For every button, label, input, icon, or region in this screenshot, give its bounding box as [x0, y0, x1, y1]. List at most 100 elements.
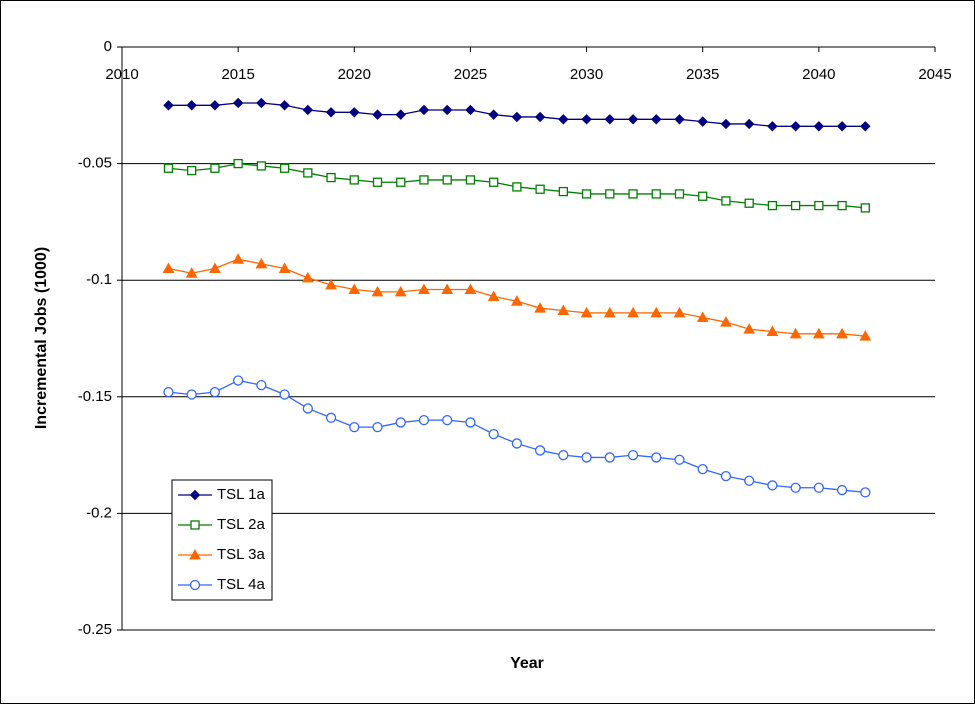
marker — [302, 104, 314, 116]
x-tick-label: 2035 — [686, 66, 719, 83]
marker — [767, 121, 778, 132]
marker — [372, 109, 383, 120]
y-tick-label: -0.05 — [78, 155, 112, 172]
marker — [418, 283, 430, 295]
marker — [581, 189, 592, 199]
marker — [279, 100, 290, 111]
marker — [860, 203, 870, 213]
legend-label: TSL 3a — [217, 546, 265, 563]
marker — [325, 107, 337, 118]
marker — [489, 177, 499, 187]
marker — [813, 121, 825, 132]
marker — [256, 161, 267, 171]
marker — [488, 109, 499, 120]
x-tick-label: 2020 — [338, 66, 371, 83]
marker — [511, 438, 523, 449]
legend: TSL 1a TSL 2a TSL 3a TSL 4a — [171, 479, 273, 601]
marker — [605, 189, 615, 199]
marker — [767, 200, 778, 211]
marker — [720, 118, 732, 130]
marker — [488, 428, 499, 440]
marker — [790, 121, 801, 132]
marker — [163, 386, 174, 398]
y-tick-label: -0.1 — [86, 271, 112, 288]
marker — [441, 104, 453, 116]
marker — [651, 114, 662, 125]
marker — [349, 421, 360, 433]
marker — [186, 100, 197, 111]
legend-label: TSL 1a — [217, 486, 265, 503]
marker — [395, 417, 406, 428]
marker — [209, 262, 221, 274]
marker — [190, 520, 200, 530]
marker — [859, 330, 872, 341]
marker — [674, 189, 685, 199]
marker — [278, 262, 291, 274]
legend-label: TSL 2a — [217, 516, 265, 533]
marker — [256, 97, 267, 109]
marker — [743, 118, 755, 130]
marker — [232, 375, 244, 386]
marker — [395, 109, 406, 120]
marker — [557, 304, 570, 316]
marker — [721, 196, 731, 206]
marker — [534, 445, 546, 456]
marker — [209, 100, 221, 111]
marker — [535, 184, 545, 194]
marker — [348, 283, 361, 295]
legend-label: TSL 4a — [217, 576, 265, 593]
marker — [301, 271, 314, 283]
marker — [650, 306, 663, 318]
marker — [394, 285, 407, 297]
x-tick-label: 2030 — [570, 66, 603, 83]
marker — [232, 253, 244, 264]
marker — [464, 283, 477, 295]
marker — [766, 325, 779, 337]
y-axis-label: Incremental Jobs (1000) — [33, 247, 50, 429]
marker — [790, 200, 801, 211]
marker — [511, 111, 523, 123]
marker — [256, 379, 267, 391]
marker — [674, 454, 685, 465]
marker — [627, 449, 639, 461]
marker — [673, 306, 686, 318]
marker — [558, 186, 568, 197]
marker — [210, 163, 220, 173]
marker — [604, 452, 615, 463]
marker — [604, 114, 616, 125]
marker — [836, 484, 848, 496]
marker — [698, 191, 708, 201]
marker — [767, 480, 778, 491]
marker — [255, 257, 268, 269]
marker — [860, 487, 871, 498]
marker — [279, 163, 290, 173]
y-tick-label: -0.2 — [86, 504, 112, 521]
marker — [603, 306, 616, 318]
marker — [790, 482, 801, 493]
x-tick-label: 2015 — [221, 66, 254, 83]
x-tick-label: 2010 — [105, 66, 138, 83]
marker — [419, 175, 429, 185]
marker — [696, 311, 709, 323]
marker — [627, 114, 639, 125]
marker — [302, 403, 313, 414]
marker — [189, 489, 201, 501]
marker — [813, 482, 825, 493]
marker — [442, 414, 453, 426]
y-tick-label: 0 — [104, 38, 112, 55]
marker — [813, 327, 825, 339]
marker — [441, 283, 454, 295]
marker — [349, 175, 359, 185]
marker — [744, 198, 754, 208]
marker — [534, 302, 546, 313]
marker — [189, 548, 201, 560]
marker — [860, 121, 871, 132]
marker — [628, 189, 638, 199]
marker — [581, 114, 592, 125]
marker — [371, 285, 384, 297]
marker — [720, 470, 732, 482]
marker — [163, 163, 174, 173]
marker — [187, 165, 197, 176]
